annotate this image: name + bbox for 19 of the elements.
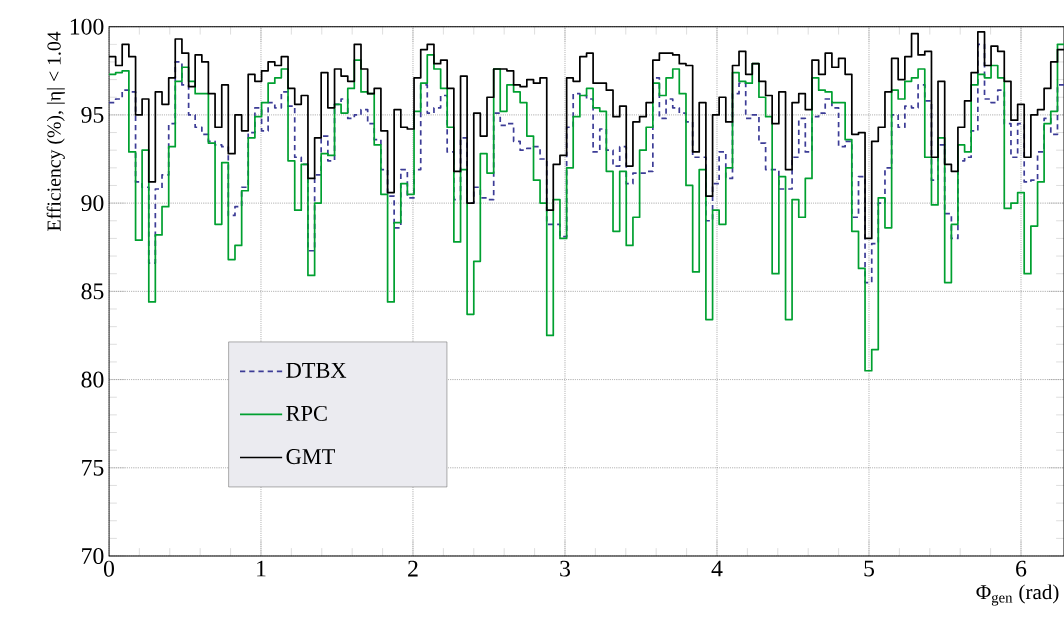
y-tick-label: 70 <box>82 547 104 564</box>
x-tick-label: 1 <box>257 560 266 577</box>
y-tick-label: 80 <box>81 371 104 388</box>
y-tick-label: 75 <box>82 459 104 476</box>
legend-label: GMT <box>286 448 335 465</box>
legend-label: DTBX <box>286 362 347 378</box>
x-tick-label: 0 <box>103 560 114 577</box>
legend-label: RPC <box>286 405 327 421</box>
y-tick-label: 95 <box>81 106 104 123</box>
y-axis-title: Efficiency (%), |η| < 1.04 <box>46 31 65 231</box>
x-tick-label: 3 <box>560 560 570 577</box>
x-tick-label: 6 <box>1016 560 1027 577</box>
y-tick-label: 90 <box>81 195 104 211</box>
x-tick-label: 4 <box>711 560 723 577</box>
x-tick-label: 2 <box>408 560 418 577</box>
y-tick-label: 100 <box>70 18 104 35</box>
x-tick-label: 5 <box>864 560 874 577</box>
x-axis-title: Φ$_{gen}$ (rad) <box>976 584 1059 606</box>
y-tick-label: 85 <box>81 283 104 300</box>
